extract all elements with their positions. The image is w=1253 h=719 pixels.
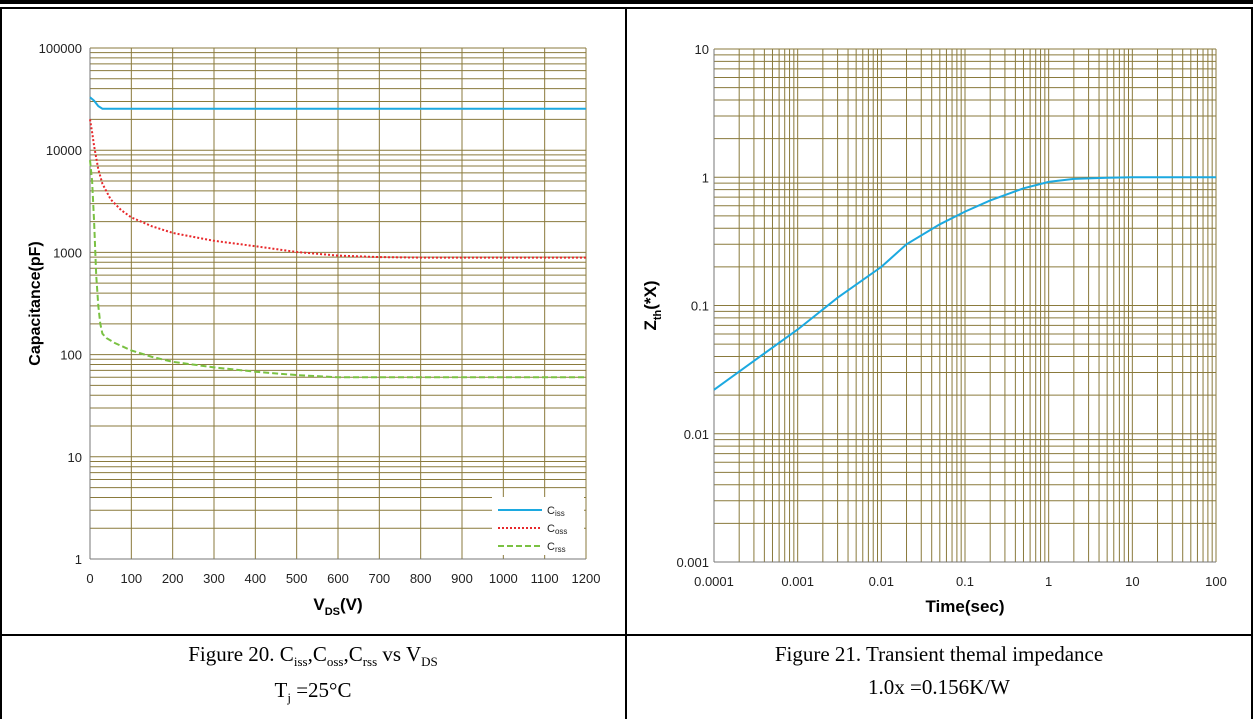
x-tick-label: 0.01 [869, 574, 894, 589]
thermal-impedance-chart: 0.001 0.01 0.1 1 10 0.0001 0.001 0.01 0.1 1 10 100 T… [641, 42, 1227, 616]
table-border-left [0, 8, 2, 719]
legend-label: Ciss [547, 505, 565, 518]
y-axis-title: Zth(*X) [641, 280, 664, 330]
x-tick-label: 800 [410, 571, 432, 586]
x-tick-label: 400 [244, 571, 266, 586]
x-tick-label: 1000 [489, 571, 518, 586]
series-line-oss [89, 119, 586, 259]
x-tick-label: 0 [86, 571, 93, 586]
x-tick-label: 100 [1205, 574, 1227, 589]
x-axis-title: VDS(V) [313, 595, 362, 618]
legend: Ciss Coss Crss [492, 497, 584, 555]
figure-21-caption: Figure 21. Transient themal impedance 1.… [628, 642, 1250, 700]
y-tick-label: 1 [702, 170, 709, 185]
figure-20-caption: Figure 20. Ciss,Coss,Crss vs VDS Tj =25°… [2, 642, 624, 706]
y-tick-label: 0.001 [676, 555, 709, 570]
figure-20-title: Figure 20. Ciss,Coss,Crss vs VDS [188, 642, 438, 670]
x-tick-label: 500 [286, 571, 308, 586]
y-axis-title: Capacitance(pF) [27, 241, 44, 365]
legend-label: Crss [547, 541, 566, 554]
capacitance-gridlines [89, 47, 587, 560]
thermal-impedance-chart-panel: 0.001 0.01 0.1 1 10 0.0001 0.001 0.01 0.1 1 10 100 T… [628, 9, 1250, 633]
y-tick-label: 100000 [39, 41, 82, 56]
figure-21-title: Figure 21. Transient themal impedance [774, 642, 1104, 666]
series-line-iss [89, 96, 586, 110]
y-tick-label: 0.1 [691, 299, 709, 314]
zth-series-line [713, 176, 1216, 391]
x-tick-label: 0.0001 [694, 574, 734, 589]
x-tick-label: 600 [327, 571, 349, 586]
legend-label: Coss [547, 523, 567, 536]
y-tick-label: 10 [68, 450, 82, 465]
top-border-thin [0, 7, 1253, 9]
zth-gridlines [713, 48, 1217, 563]
x-axis-title: Time(sec) [925, 597, 1004, 616]
x-tick-label: 1100 [531, 571, 559, 586]
x-tick-label: 10 [1125, 574, 1139, 589]
x-tick-label: 1 [1045, 574, 1052, 589]
figure-20-condition: Tj =25°C [274, 678, 352, 706]
x-tick-label: 1200 [572, 571, 601, 586]
y-tick-label: 0.01 [684, 427, 709, 442]
x-tick-label: 700 [368, 571, 390, 586]
y-tick-label: 10000 [46, 143, 82, 158]
y-tick-label: 1000 [53, 245, 82, 260]
y-tick-label: 10 [695, 42, 709, 57]
x-tick-label: 100 [120, 571, 142, 586]
capacitance-chart: 1 10 100 1000 10000 100000 0 100 200 300 400 500 600… [27, 41, 601, 618]
table-divider [625, 8, 627, 719]
x-tick-label: 200 [162, 571, 184, 586]
y-tick-label: 1 [75, 552, 82, 567]
x-tick-label: 300 [203, 571, 225, 586]
table-row-divider [0, 634, 1253, 636]
x-tick-label: 900 [451, 571, 473, 586]
x-tick-label: 0.1 [956, 574, 974, 589]
y-tick-label: 100 [60, 348, 82, 363]
table-border-right [1251, 8, 1253, 719]
capacitance-chart-panel: 1 10 100 1000 10000 100000 0 100 200 300 400 500 600… [2, 9, 624, 633]
x-tick-label: 0.001 [781, 574, 814, 589]
series-line-rss [89, 160, 586, 379]
top-border-thick [0, 0, 1253, 4]
figure-21-condition: 1.0x =0.156K/W [868, 675, 1010, 699]
